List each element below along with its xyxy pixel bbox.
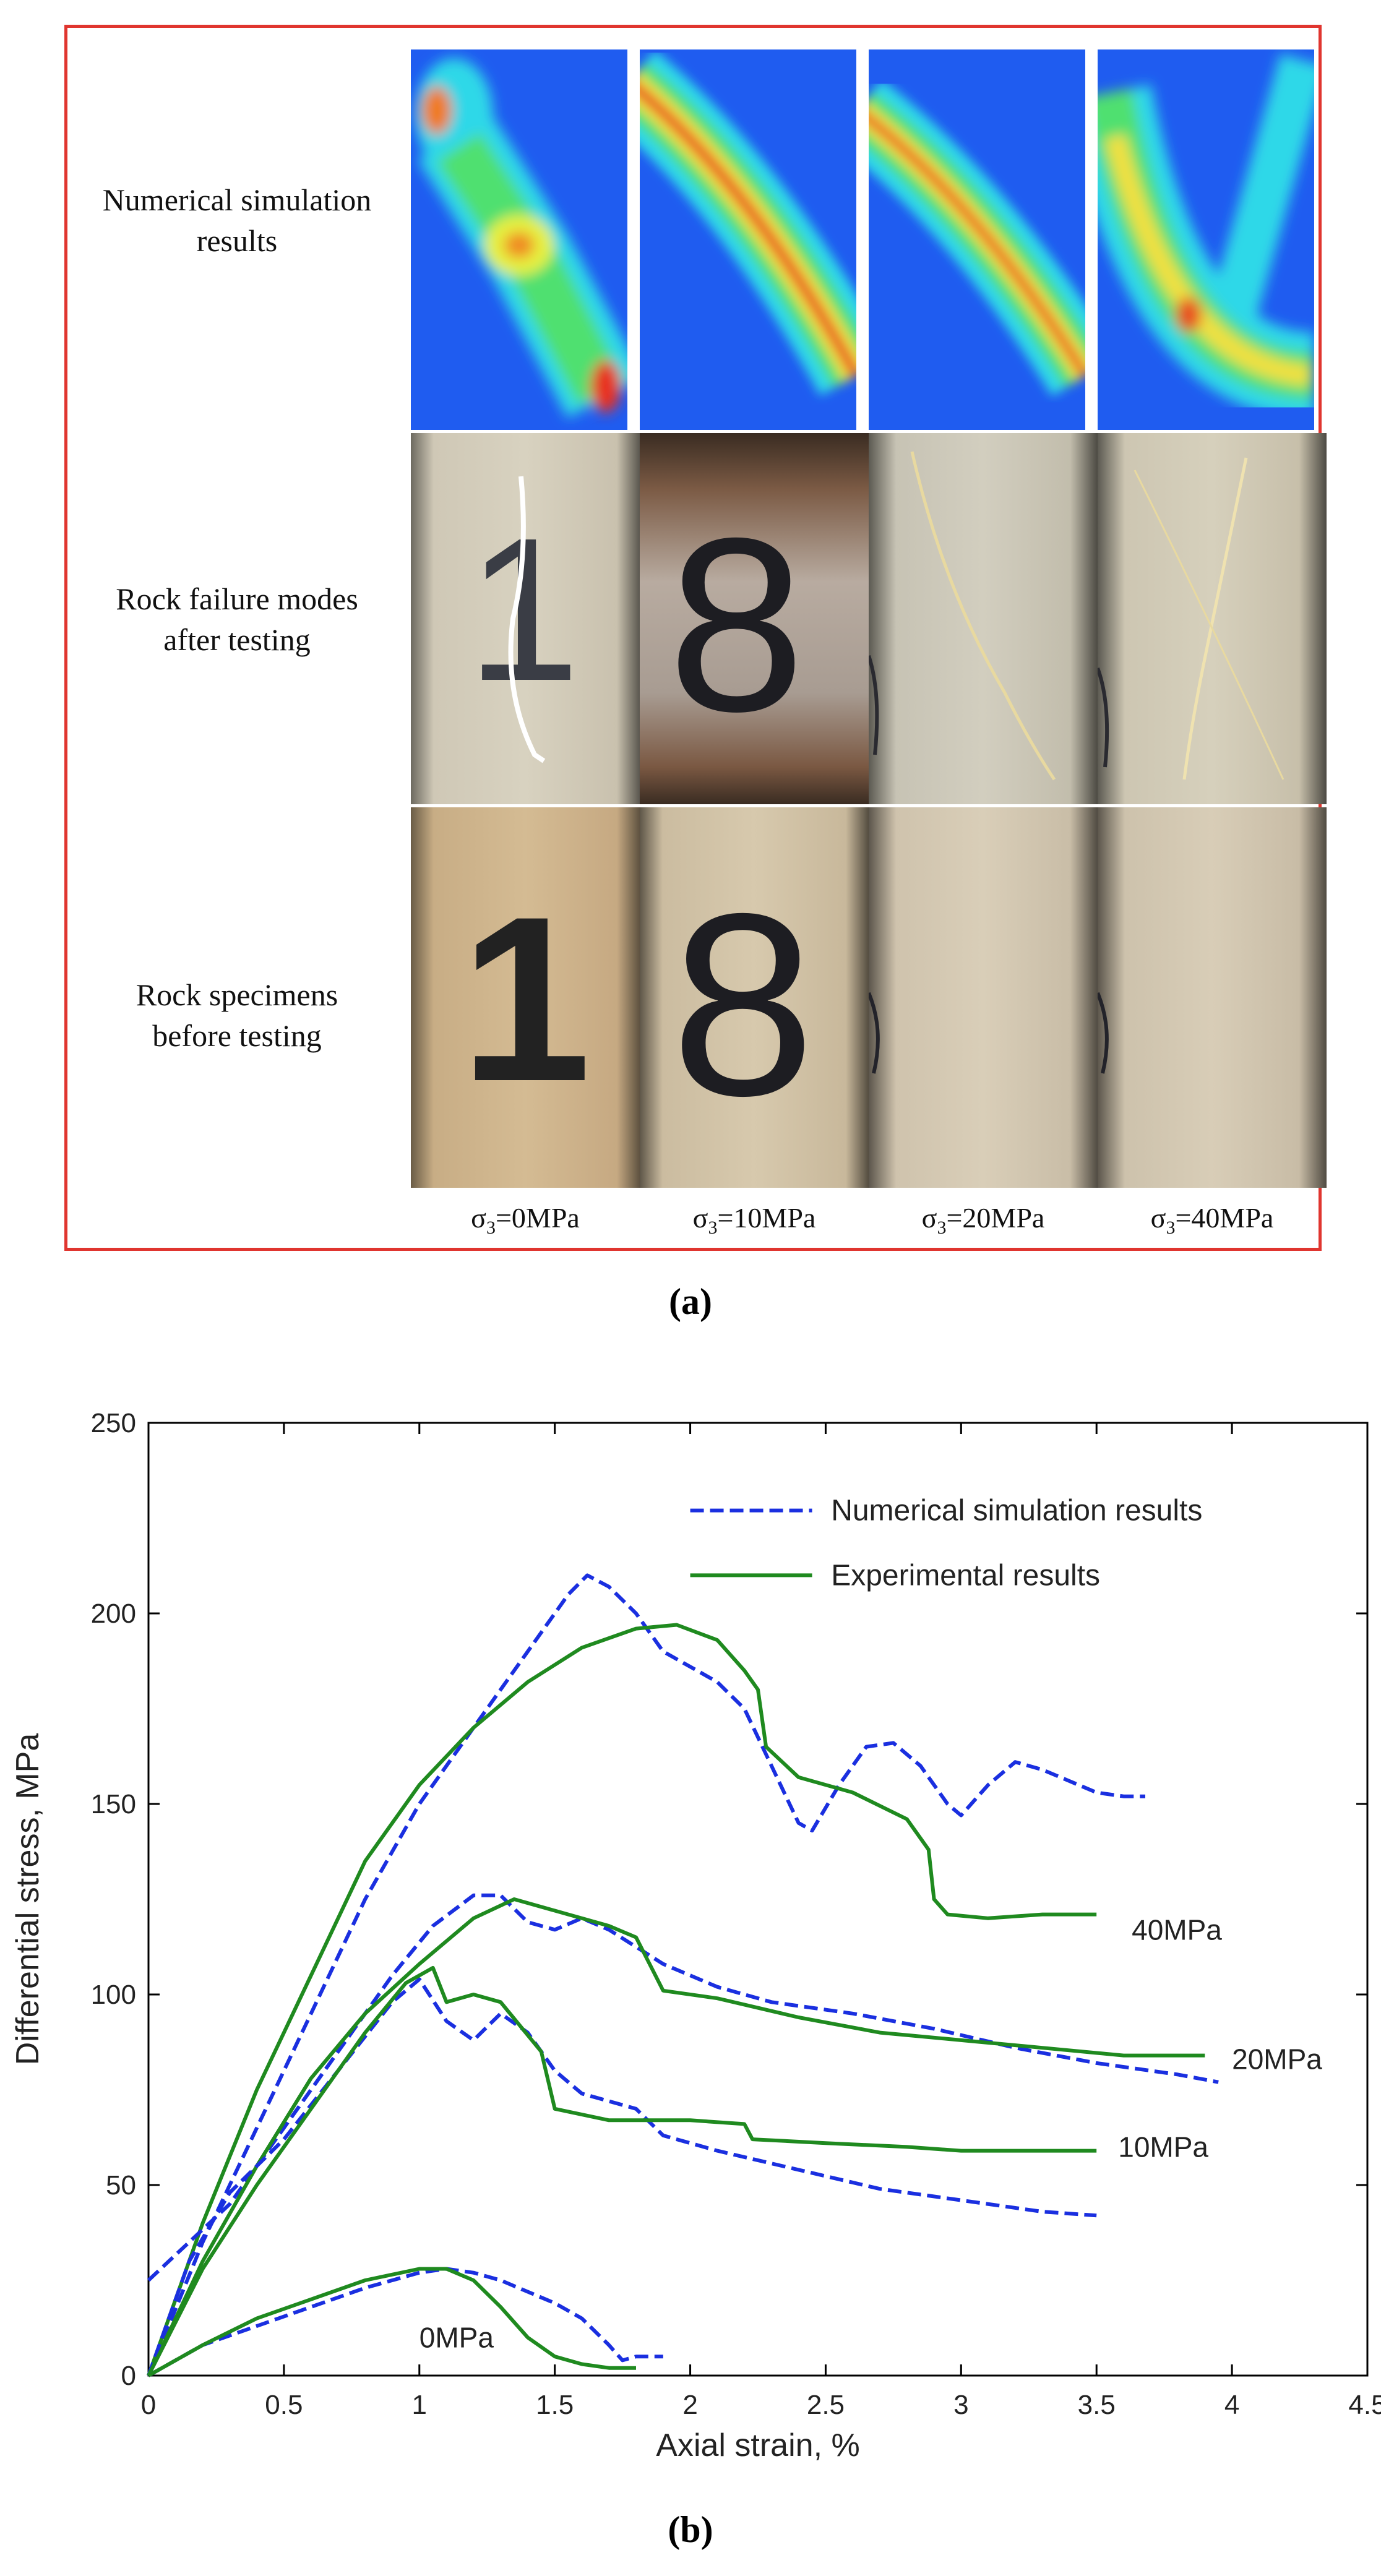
sigma-subscript: 3: [708, 1217, 718, 1239]
y-tick-label: 50: [106, 2170, 136, 2200]
confining-pressure-value: =0MPa: [495, 1202, 580, 1234]
series-line-0mpa-numerical: [147, 2267, 663, 2377]
series-line-0mpa-experimental: [147, 2267, 636, 2377]
row-label-line: Rock failure modes: [116, 582, 358, 616]
row-label-specimens: Rock specimens before testing: [73, 974, 401, 1056]
caption-a: (a): [598, 1281, 783, 1323]
column-label-40mpa: σ3=40MPa: [1098, 1201, 1327, 1239]
y-axis-label: Differential stress, MPa: [10, 1733, 46, 2066]
x-axis-label: Axial strain, %: [656, 2428, 859, 2463]
axes-layer: 0 0.5 1 1.5 2 2.5 3 3.5 4 4.5 0 50 100 150 200 250 Axial…: [10, 1408, 1381, 2463]
crack-trace: [869, 451, 1056, 781]
specimen-marking: [1098, 992, 1109, 1074]
row-label-simulation: Numerical simulation results: [73, 179, 401, 261]
series-line-40mpa-numerical: [147, 1573, 1145, 2377]
curve-annotation: 40MPa: [1132, 1913, 1222, 1946]
simulation-tile-40mpa: [1098, 49, 1314, 430]
sigma-symbol: σ: [1150, 1202, 1166, 1234]
simulation-tile-10mpa: [640, 49, 856, 430]
sigma-symbol: σ: [692, 1202, 708, 1234]
legend-label: Numerical simulation results: [831, 1495, 1202, 1527]
specimen-photo-10mpa: 8: [640, 807, 869, 1188]
caption-b: (b): [598, 2509, 783, 2551]
specimen-number-label: 8: [671, 860, 815, 1150]
row-label-line: after testing: [163, 622, 311, 657]
x-tick-label: 4: [1224, 2390, 1239, 2420]
series-line-20mpa-experimental: [147, 1897, 1205, 2377]
series-line-20mpa-numerical: [147, 1893, 1219, 2282]
series-layer: [147, 1573, 1219, 2377]
curve-annotation: 20MPa: [1232, 2043, 1322, 2076]
y-tick-label: 150: [91, 1789, 136, 1819]
sigma-symbol: σ: [921, 1202, 937, 1234]
plot-frame: [147, 1422, 1369, 2377]
confining-pressure-value: =20MPa: [946, 1202, 1045, 1234]
row-label-line: results: [196, 223, 278, 258]
legend-label: Experimental results: [831, 1559, 1100, 1592]
specimen-photo-40mpa: [1098, 807, 1327, 1188]
stress-strain-chart: 0 0.5 1 1.5 2 2.5 3 3.5 4 4.5 0 50 100 150 200 250 Axial…: [10, 1408, 1381, 2463]
row-label-line: Numerical simulation: [102, 182, 372, 217]
row-label-line: Rock specimens: [136, 977, 338, 1012]
crack-trace: [1098, 457, 1284, 780]
specimen-marking: [869, 992, 880, 1074]
caption-b-text: (b): [668, 2509, 713, 2550]
legend: Numerical simulation results Experimental…: [690, 1495, 1202, 1592]
sigma-symbol: σ: [471, 1202, 486, 1234]
confining-pressure-value: =10MPa: [717, 1202, 816, 1234]
series-line-40mpa-experimental: [147, 1623, 1097, 2377]
y-tick-label: 100: [91, 1980, 136, 2010]
specimen-number-label: 1: [460, 867, 592, 1130]
confining-pressure-value: =40MPa: [1175, 1202, 1274, 1234]
crack-trace: [508, 476, 546, 763]
x-tick-label: 0.5: [265, 2390, 303, 2420]
y-tick-label: 200: [91, 1599, 136, 1629]
curve-annotation: 0MPa: [419, 2321, 494, 2353]
failure-photo-0mpa: 1: [411, 433, 640, 804]
column-label-0mpa: σ3=0MPa: [411, 1201, 640, 1239]
x-tick-label: 2.5: [807, 2390, 845, 2420]
specimen-number-label: 8: [668, 486, 806, 763]
x-tick-label: 3: [953, 2390, 968, 2420]
row-label-line: before testing: [152, 1018, 322, 1053]
column-label-20mpa: σ3=20MPa: [869, 1201, 1098, 1239]
simulation-tile-0mpa: [411, 49, 627, 430]
simulation-tile-20mpa: [869, 49, 1085, 430]
caption-a-text: (a): [669, 1281, 712, 1322]
y-tick-label: 250: [91, 1408, 136, 1438]
failure-photo-20mpa: [869, 433, 1098, 804]
x-tick-label: 1.5: [536, 2390, 574, 2420]
y-tick-label: 0: [121, 2361, 136, 2391]
sigma-subscript: 3: [486, 1217, 496, 1239]
sigma-subscript: 3: [937, 1217, 947, 1239]
specimen-photo-0mpa: 1: [411, 807, 640, 1188]
specimen-photo-20mpa: [869, 807, 1098, 1188]
failure-photo-10mpa: 8: [640, 433, 869, 804]
curve-annotation: 10MPa: [1118, 2131, 1208, 2163]
annotations-layer: 40MPa 20MPa 10MPa 0MPa: [419, 1913, 1322, 2353]
x-tick-label: 0: [141, 2390, 156, 2420]
row-label-failure-modes: Rock failure modes after testing: [73, 578, 401, 660]
x-tick-label: 1: [412, 2390, 427, 2420]
column-label-10mpa: σ3=10MPa: [640, 1201, 869, 1239]
x-tick-label: 4.5: [1348, 2390, 1381, 2420]
failure-photo-40mpa: [1098, 433, 1327, 804]
sigma-subscript: 3: [1166, 1217, 1176, 1239]
series-line-10mpa-experimental: [147, 1965, 1097, 2377]
x-tick-label: 2: [682, 2390, 697, 2420]
x-tick-label: 3.5: [1078, 2390, 1116, 2420]
